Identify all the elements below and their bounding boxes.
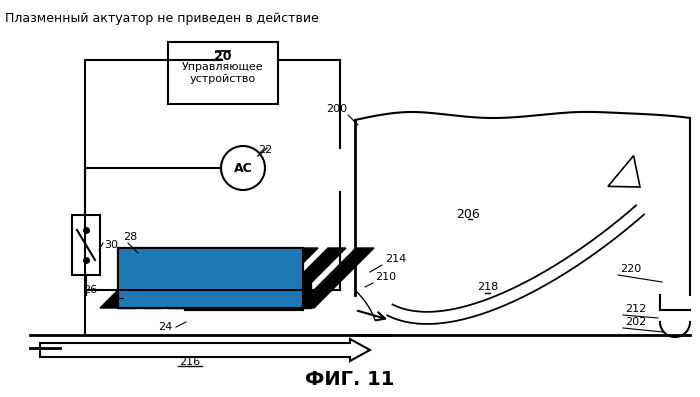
FancyBboxPatch shape [72, 215, 100, 275]
Polygon shape [243, 283, 261, 308]
Text: 26: 26 [83, 285, 97, 295]
FancyBboxPatch shape [185, 285, 303, 310]
Polygon shape [240, 248, 318, 308]
Polygon shape [143, 283, 161, 308]
Polygon shape [212, 248, 290, 308]
Text: 218: 218 [477, 282, 498, 292]
Polygon shape [608, 156, 640, 187]
Text: 200: 200 [326, 104, 347, 114]
Text: 212: 212 [625, 304, 646, 314]
Polygon shape [293, 283, 311, 308]
Text: АС: АС [234, 162, 253, 175]
Polygon shape [168, 283, 186, 308]
Text: 28: 28 [123, 232, 137, 242]
FancyArrow shape [40, 339, 370, 361]
Polygon shape [268, 248, 346, 308]
Polygon shape [193, 283, 211, 308]
Polygon shape [118, 283, 136, 308]
Polygon shape [184, 248, 262, 308]
Polygon shape [268, 283, 286, 308]
Text: 20: 20 [214, 50, 232, 62]
Bar [118, 248, 303, 308]
Text: 220: 220 [620, 264, 641, 274]
Text: Плазменный актуатор не приведен в действие: Плазменный актуатор не приведен в действ… [5, 12, 318, 25]
Polygon shape [387, 206, 644, 324]
Text: 210: 210 [375, 272, 396, 282]
Polygon shape [100, 248, 178, 308]
Polygon shape [128, 248, 206, 308]
FancyBboxPatch shape [118, 248, 303, 308]
Text: 202: 202 [625, 317, 646, 327]
Text: 206: 206 [456, 208, 480, 222]
Text: 30: 30 [104, 240, 118, 250]
FancyBboxPatch shape [168, 42, 278, 104]
Text: ФИГ. 11: ФИГ. 11 [305, 370, 395, 389]
Polygon shape [156, 248, 234, 308]
Text: Управляющее
устройство: Управляющее устройство [182, 62, 264, 84]
Text: 216: 216 [179, 357, 201, 367]
Text: 24: 24 [158, 322, 172, 332]
FancyBboxPatch shape [118, 248, 303, 308]
Polygon shape [296, 248, 374, 308]
Polygon shape [218, 283, 236, 308]
Text: 22: 22 [258, 145, 272, 154]
Circle shape [221, 146, 265, 190]
Text: 214: 214 [385, 254, 406, 264]
